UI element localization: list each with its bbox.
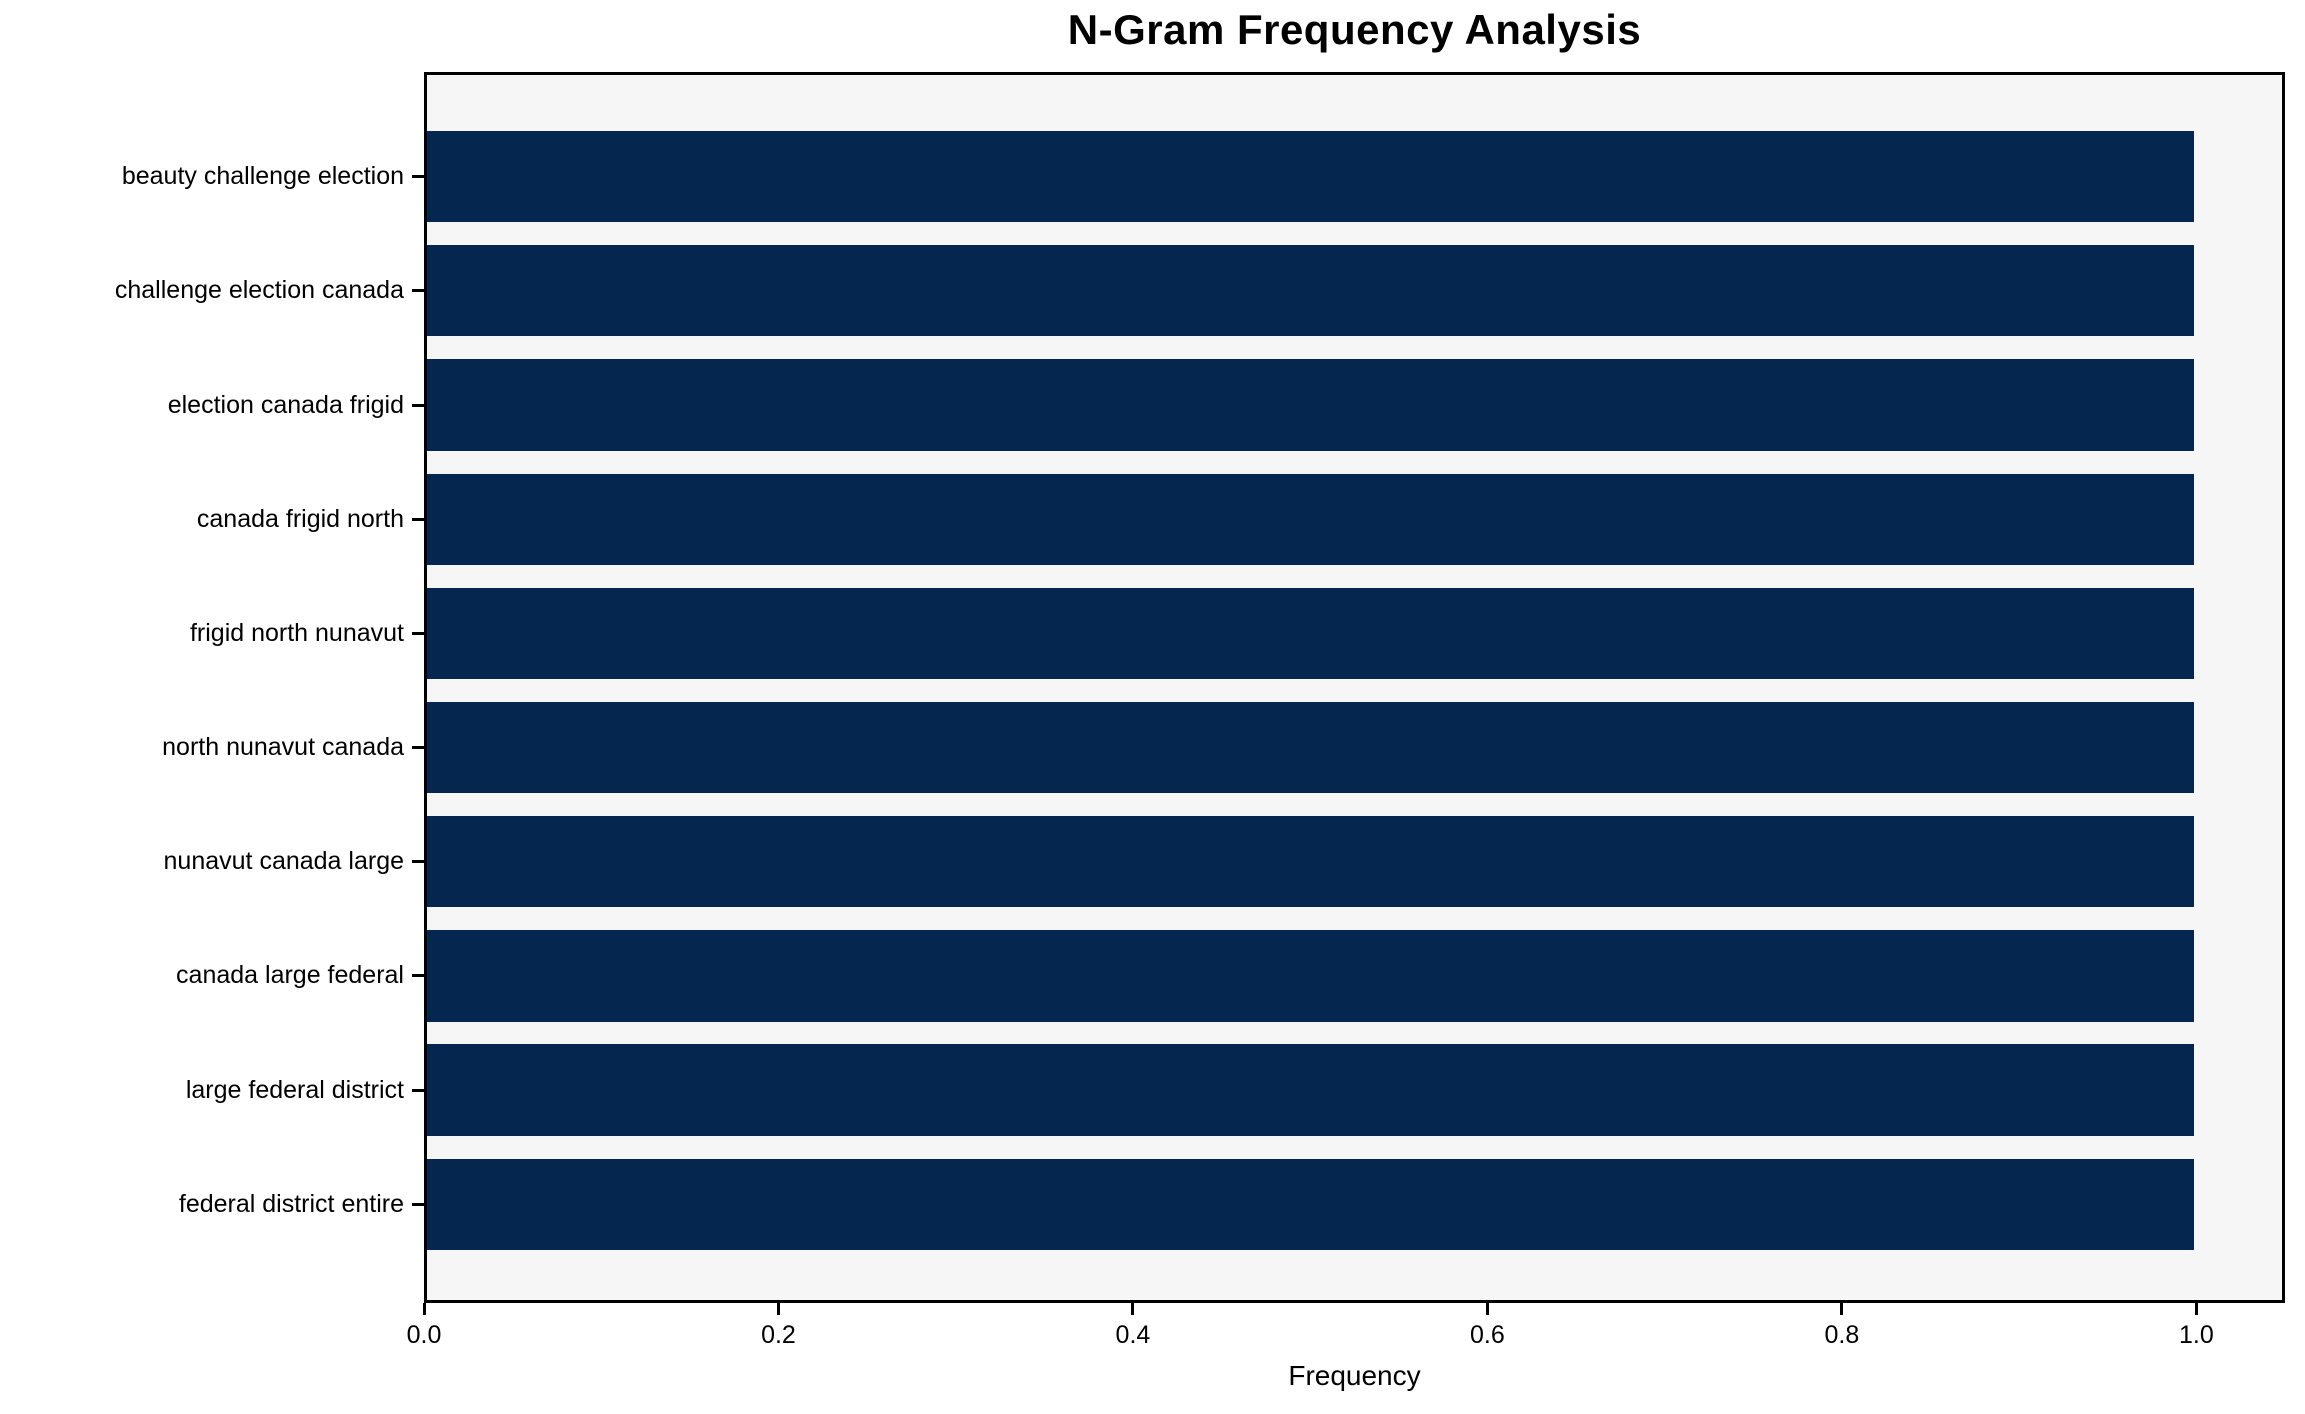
y-axis-label: frigid north nunavut	[189, 618, 404, 647]
y-tick-mark	[412, 1202, 424, 1206]
bar	[427, 1158, 2194, 1251]
x-tick-mark	[1485, 1303, 1489, 1315]
plot-area	[424, 72, 2285, 1303]
y-tick-mark	[412, 175, 424, 179]
y-axis-label: north nunavut canada	[162, 733, 404, 762]
x-tick-label: 0.2	[761, 1321, 796, 1349]
y-axis-label: challenge election canada	[114, 276, 404, 305]
x-tick-mark	[422, 1303, 426, 1315]
y-axis-label: federal district entire	[178, 1189, 404, 1218]
chart-title: N-Gram Frequency Analysis	[1067, 6, 1642, 53]
x-tick-label: 0.0	[406, 1321, 442, 1349]
x-tick-mark	[1131, 1303, 1135, 1315]
y-axis-label: canada large federal	[176, 961, 404, 990]
y-tick-mark	[412, 403, 424, 407]
bar	[427, 359, 2194, 451]
x-tick-label: 0.4	[1115, 1321, 1151, 1349]
bar	[427, 587, 2194, 680]
y-tick-mark	[412, 631, 424, 635]
x-tick-mark	[776, 1303, 780, 1315]
y-tick-mark	[412, 1088, 424, 1092]
y-tick-mark	[412, 860, 424, 864]
bar	[427, 816, 2194, 908]
x-tick-label: 0.6	[1470, 1321, 1505, 1349]
x-axis-title: Frequency	[1288, 1360, 1421, 1391]
y-axis-label: large federal district	[185, 1075, 404, 1104]
x-tick-label: 0.8	[1824, 1321, 1860, 1349]
bar	[427, 701, 2194, 794]
y-axis-label: nunavut canada large	[163, 847, 404, 876]
y-tick-mark	[412, 289, 424, 293]
bar	[427, 245, 2194, 337]
y-axis-label: beauty challenge election	[121, 162, 404, 191]
bar	[427, 130, 2194, 223]
bar	[427, 930, 2194, 1022]
y-tick-mark	[412, 974, 424, 978]
bar	[427, 1044, 2194, 1136]
bar	[427, 473, 2194, 565]
y-tick-mark	[412, 746, 424, 750]
x-tick-mark	[1840, 1303, 1844, 1315]
y-tick-mark	[412, 517, 424, 521]
x-tick-label: 1.0	[2178, 1321, 2214, 1349]
y-axis-label: election canada frigid	[167, 390, 404, 419]
y-axis-label: canada frigid north	[196, 504, 404, 533]
x-tick-mark	[2194, 1303, 2198, 1315]
